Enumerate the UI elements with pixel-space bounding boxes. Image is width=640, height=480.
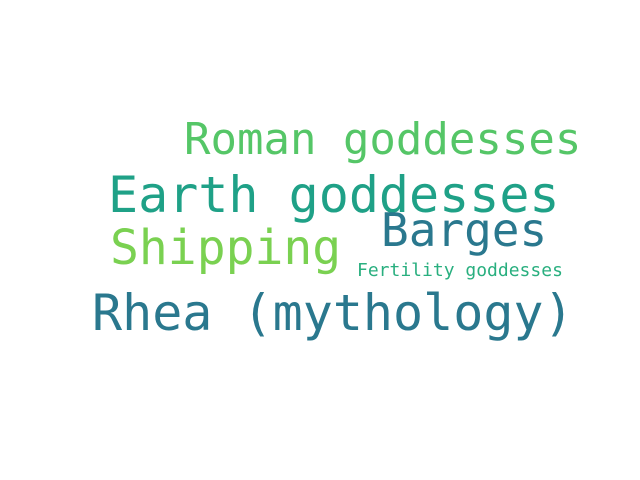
word-barges: Barges (381, 203, 548, 257)
word-rhea-mythology: Rhea (mythology) (92, 284, 574, 342)
word-roman-goddesses: Roman goddesses (184, 114, 582, 165)
word-earth-goddesses: Earth goddesses (108, 166, 560, 224)
word-fertility-goddesses: Fertility goddesses (357, 260, 563, 281)
word-shipping: Shipping (110, 220, 342, 276)
